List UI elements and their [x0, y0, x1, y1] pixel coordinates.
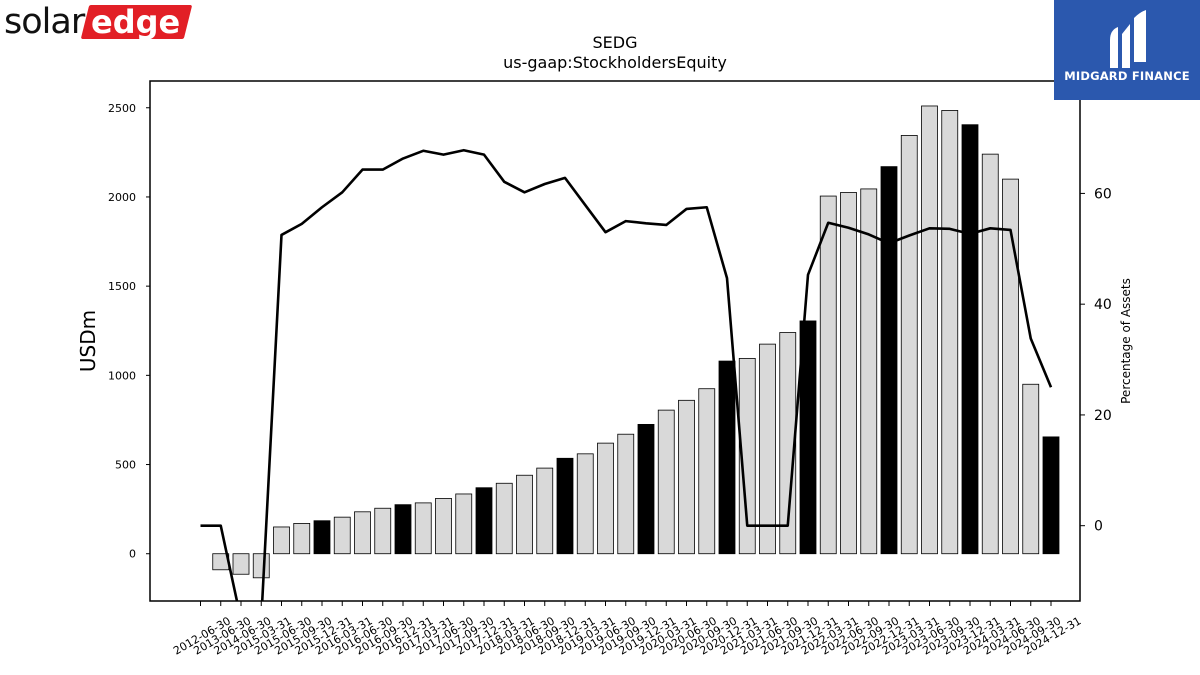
bar-2023-03-31: [900, 135, 918, 555]
y2-tick-label: 60: [1094, 186, 1112, 202]
bar-2019-03-31: [576, 453, 594, 555]
bar-series: [212, 105, 1060, 579]
x-axis: 2012-06-302013-06-302014-06-302015-03-31…: [171, 601, 1084, 658]
y-axis-right: 0 20 40 60: [1080, 186, 1112, 535]
y-tick-label: 1000: [108, 369, 136, 382]
y-tick-label: 2000: [108, 191, 136, 204]
bar-2022-09-30: [860, 188, 878, 555]
bar-2019-12-31: [637, 423, 655, 555]
bar-2019-06-30: [597, 442, 614, 555]
bar-2021-09-30: [779, 332, 797, 555]
bar-2024-03-31: [981, 153, 999, 555]
midgard-finance-name: MIDGARD FINANCE: [1064, 69, 1190, 83]
y-axis-left: 0 500 1000 1500 2000 2500: [108, 102, 150, 561]
bar-2018-12-31: [556, 457, 574, 555]
bar-2020-03-31: [657, 409, 675, 555]
bar-2015-09-30: [293, 523, 311, 555]
logo-edge-text: edge: [91, 3, 181, 41]
bar-2023-12-31: [961, 124, 979, 555]
bar-2014-06-30: [232, 553, 250, 575]
bar-2016-12-31: [394, 504, 412, 555]
line-series: [200, 148, 1053, 601]
bar-2023-09-30: [941, 110, 959, 555]
bar-2015-03-31: [252, 553, 270, 579]
bar-2019-09-30: [617, 433, 635, 555]
plot-frame: [149, 80, 1081, 602]
y2-axis-label: Percentage of Assets: [1119, 278, 1133, 404]
bar-2021-03-31: [738, 357, 756, 555]
y-tick-label: 1500: [108, 280, 136, 293]
y2-tick-label: 0: [1094, 519, 1103, 535]
chart-title: SEDG: [593, 33, 638, 52]
bar-2022-12-31: [880, 166, 898, 555]
bar-2017-09-30: [455, 493, 473, 555]
midgard-finance-logo: MIDGARD FINANCE: [1054, 0, 1200, 100]
bar-2016-09-30: [374, 507, 392, 555]
bar-2020-06-30: [678, 399, 695, 555]
bar-2022-03-31: [819, 195, 837, 555]
bar-2024-12-31: [1042, 436, 1060, 555]
bar-2021-06-30: [759, 343, 776, 555]
bar-2018-06-30: [516, 474, 533, 555]
bar-2024-09-30: [1022, 383, 1040, 555]
y2-tick-label: 40: [1094, 297, 1112, 313]
percentage-line: [200, 148, 1053, 601]
midgard-m-icon: [1110, 10, 1146, 68]
bar-2018-09-30: [536, 467, 554, 555]
bar-2016-03-31: [333, 516, 351, 555]
bar-2016-06-30: [354, 511, 371, 555]
y-tick-label: 2500: [108, 102, 136, 115]
y-tick-label: 500: [115, 459, 136, 472]
y-tick-label: 0: [129, 548, 136, 561]
bar-2020-12-31: [718, 360, 736, 555]
bar-2024-06-30: [1002, 178, 1019, 555]
bar-2018-03-31: [495, 482, 513, 555]
logo-solar-text: solar: [4, 2, 85, 42]
bar-2023-06-30: [921, 105, 938, 555]
bar-2020-09-30: [698, 388, 716, 555]
bar-2015-06-30: [273, 526, 290, 555]
solaredge-logo: solar edge: [4, 2, 193, 42]
chart-subtitle: us-gaap:StockholdersEquity: [503, 53, 727, 72]
bar-2017-06-30: [435, 498, 452, 555]
y-axis-label: USDm: [76, 310, 100, 372]
bar-2021-12-31: [799, 320, 817, 555]
bar-2017-12-31: [475, 487, 493, 555]
logo-edge-badge: edge: [80, 3, 193, 41]
bar-2017-03-31: [414, 502, 432, 555]
y2-tick-label: 20: [1094, 408, 1112, 424]
bar-2015-12-31: [313, 520, 331, 555]
bar-2022-06-30: [840, 192, 857, 555]
